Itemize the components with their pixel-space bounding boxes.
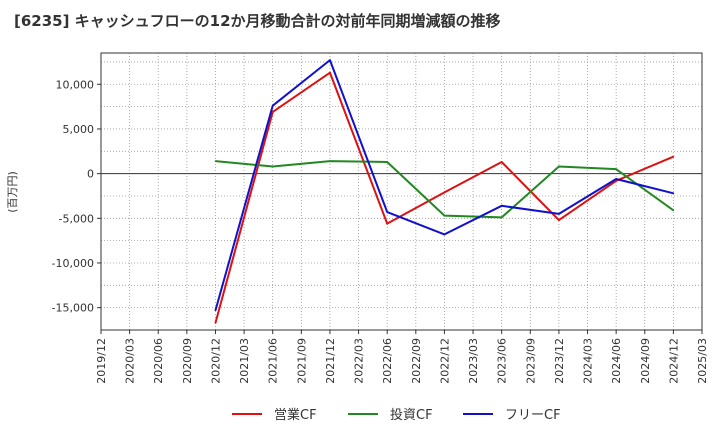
data-point	[558, 219, 560, 221]
x-tick-label: 2024/06	[610, 338, 623, 384]
x-tick-label: 2022/06	[381, 338, 394, 384]
x-tick-label: 2021/03	[238, 338, 251, 384]
data-point	[329, 59, 331, 61]
x-tick-label: 2020/06	[152, 338, 165, 384]
data-point	[443, 191, 446, 194]
data-point	[271, 104, 274, 107]
data-point	[329, 71, 331, 74]
data-point	[271, 111, 274, 113]
data-point	[386, 161, 388, 163]
series-lines	[214, 59, 675, 324]
data-point	[329, 160, 331, 162]
x-tick-label: 2021/12	[324, 338, 337, 384]
data-point	[443, 233, 446, 236]
y-tick-label: -10,000	[52, 257, 94, 270]
legend-label: 投資CF	[390, 407, 433, 423]
data-point	[500, 161, 503, 163]
y-tick-label: 5,000	[63, 123, 95, 136]
data-point	[214, 309, 217, 312]
x-tick-label: 2019/12	[95, 338, 108, 384]
data-point	[615, 168, 617, 170]
y-tick-label: 10,000	[56, 78, 95, 91]
x-tick-label: 2023/03	[467, 338, 480, 384]
data-point	[271, 165, 274, 168]
x-tick-label: 2022/09	[410, 338, 423, 384]
x-tick-label: 2023/06	[496, 338, 509, 384]
data-point	[558, 165, 560, 168]
x-tick-label: 2025/03	[696, 338, 709, 384]
data-point	[500, 216, 503, 219]
data-point	[386, 211, 388, 213]
legend-label: フリーCF	[505, 408, 561, 423]
x-tick-label: 2022/03	[353, 338, 366, 384]
data-point	[443, 214, 446, 217]
x-tick-label: 2020/12	[209, 338, 222, 384]
x-tick-label: 2021/09	[295, 338, 308, 384]
x-tick-label: 2020/03	[124, 338, 137, 384]
x-axis-ticks: 2019/12 2020/03 2020/06 2020/09 2020/12 2021/…	[95, 330, 709, 384]
plot-background	[101, 53, 702, 330]
legend-label: 営業CF	[274, 407, 317, 423]
x-tick-label: 2022/12	[438, 338, 451, 384]
x-tick-label: 2023/09	[524, 338, 537, 384]
data-point	[615, 178, 617, 180]
y-tick-label: -15,000	[52, 302, 94, 315]
grid-lines	[100, 53, 703, 331]
data-point	[672, 155, 675, 158]
x-tick-label: 2024/03	[582, 338, 595, 384]
y-axis-label: (百万円)	[6, 171, 19, 213]
y-tick-label: 0	[87, 168, 94, 181]
data-point	[214, 160, 217, 162]
x-tick-label: 2024/12	[667, 338, 680, 384]
x-tick-label: 2023/12	[553, 338, 566, 384]
chart-title: [6235] キャッシュフローの12か月移動合計の対前年同期増減額の推移	[14, 12, 501, 30]
data-point	[558, 213, 560, 215]
y-axis-ticks: 10,000 5,000 0 -5,000 -10,000 -15,000	[52, 78, 101, 315]
x-tick-label: 2024/09	[639, 338, 652, 384]
x-tick-label: 2021/06	[267, 338, 280, 384]
plot-frame	[100, 52, 703, 331]
data-point	[672, 209, 675, 212]
data-point	[214, 322, 217, 324]
data-point	[500, 204, 503, 207]
data-point	[386, 222, 388, 225]
x-tick-label: 2020/09	[181, 338, 194, 384]
legend: 営業CF 投資CF フリーCF	[232, 407, 561, 423]
y-tick-label: -5,000	[59, 212, 94, 225]
data-point	[672, 192, 675, 195]
